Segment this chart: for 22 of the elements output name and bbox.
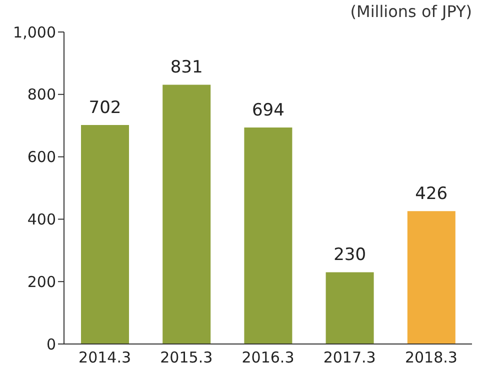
y-tick-label: 800 bbox=[27, 86, 56, 104]
y-tick-label: 0 bbox=[46, 335, 56, 354]
data-label: 426 bbox=[415, 184, 448, 204]
data-label: 702 bbox=[88, 98, 122, 118]
x-tick-label: 2014.3 bbox=[78, 348, 132, 367]
bar bbox=[162, 84, 211, 344]
y-tick-label: 600 bbox=[27, 148, 56, 166]
y-tick-label: 200 bbox=[27, 272, 56, 291]
data-label: 831 bbox=[170, 58, 203, 78]
x-tick-label: 2016.3 bbox=[242, 348, 294, 367]
bar bbox=[244, 127, 292, 344]
bar bbox=[407, 211, 456, 344]
y-tick-label: 1,000 bbox=[13, 23, 56, 42]
data-label: 230 bbox=[334, 245, 366, 266]
x-tick-label: 2018.3 bbox=[404, 348, 458, 367]
y-axis-title: (Millions of JPY) bbox=[350, 2, 472, 21]
data-label: 694 bbox=[252, 100, 284, 120]
x-tick-label: 2017.3 bbox=[323, 348, 376, 367]
bar bbox=[81, 124, 129, 344]
y-tick-label: 400 bbox=[27, 210, 56, 229]
x-tick-label: 2015.3 bbox=[160, 348, 213, 367]
bar bbox=[326, 272, 374, 344]
